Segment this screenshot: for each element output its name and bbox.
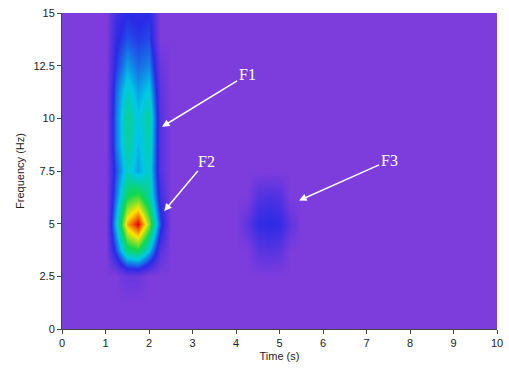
svg-text:F1: F1 [239,66,256,83]
svg-text:12.5: 12.5 [33,60,54,72]
svg-text:2.5: 2.5 [40,270,55,282]
svg-text:9: 9 [450,337,456,349]
svg-text:5: 5 [276,337,282,349]
svg-text:0: 0 [49,323,55,335]
svg-text:F3: F3 [381,152,398,169]
svg-text:7: 7 [363,337,369,349]
svg-text:Frequency (Hz): Frequency (Hz) [14,133,26,209]
svg-text:4: 4 [233,337,239,349]
svg-text:Time (s): Time (s) [260,350,300,362]
svg-text:7.5: 7.5 [40,165,55,177]
svg-text:10: 10 [491,337,503,349]
svg-text:2: 2 [146,337,152,349]
svg-text:0: 0 [59,337,65,349]
svg-text:10: 10 [43,112,55,124]
svg-text:8: 8 [407,337,413,349]
svg-text:1: 1 [102,337,108,349]
svg-text:15: 15 [43,7,55,19]
svg-text:6: 6 [320,337,326,349]
svg-text:3: 3 [189,337,195,349]
svg-text:5: 5 [49,218,55,230]
svg-text:F2: F2 [198,153,215,170]
